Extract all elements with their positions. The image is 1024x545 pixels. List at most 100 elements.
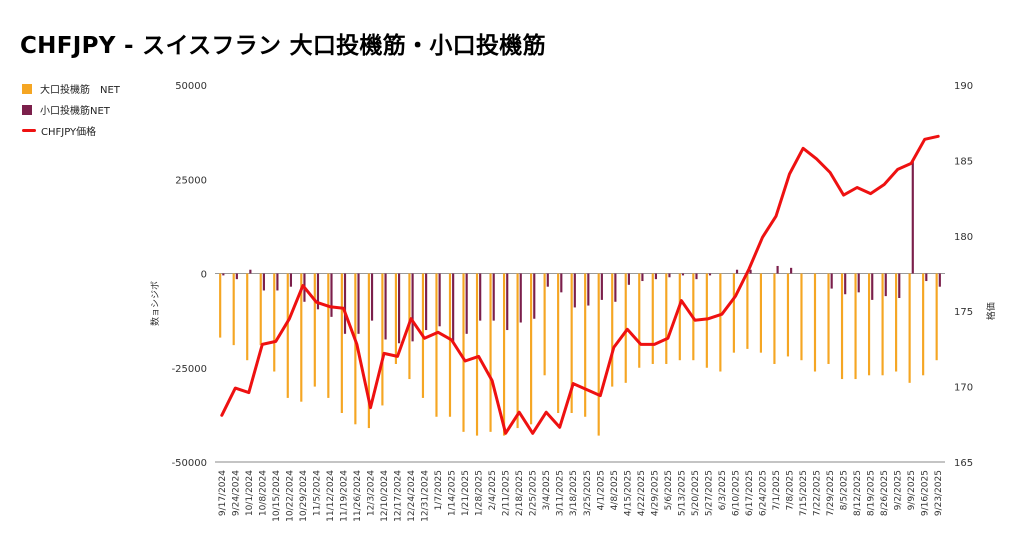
bar-small-speculators — [533, 273, 536, 319]
x-tick-label: 12/24/2024 — [407, 470, 417, 522]
bar-small-speculators — [911, 160, 914, 274]
y-right-tick-label: 180 — [954, 232, 973, 243]
price-line — [220, 134, 940, 435]
bar-large-speculators — [665, 273, 668, 364]
legend-item-large-speculators: 大口投機筋 NET — [22, 78, 120, 99]
y-left-axis-title: 数ョシジボ — [149, 281, 161, 326]
bar-large-speculators — [786, 273, 790, 357]
y-left-tick-label: 25000 — [175, 175, 207, 186]
x-tick-label: 11/12/2024 — [326, 470, 336, 522]
bar-large-speculators — [746, 273, 749, 349]
bar-large-speculators — [259, 273, 262, 346]
x-tick-label: 7/1/2025 — [772, 470, 782, 510]
bar-large-speculators — [611, 273, 614, 387]
x-tick-label: 1/28/2025 — [475, 470, 485, 516]
x-tick-label: 2/18/2025 — [515, 470, 525, 516]
bar-large-speculators — [638, 273, 641, 368]
bar-small-speculators — [519, 273, 522, 323]
x-tick-label: 7/29/2025 — [826, 470, 836, 516]
x-tick-label: 10/8/2024 — [258, 470, 268, 516]
x-tick-label: 5/6/2025 — [664, 470, 674, 510]
x-tick-label: 7/15/2025 — [799, 470, 809, 516]
bar-large-speculators — [489, 273, 492, 432]
bar-large-speculators — [584, 273, 587, 417]
bar-small-speculators — [235, 273, 238, 280]
bar-large-speculators — [300, 273, 303, 402]
x-tick-label: 9/9/2025 — [907, 470, 917, 510]
x-tick-label: 12/17/2024 — [394, 470, 404, 522]
bar-small-speculators — [560, 273, 563, 293]
bar-small-speculators — [262, 273, 265, 291]
bar-large-speculators — [219, 273, 222, 338]
x-tick-label: 7/8/2025 — [786, 470, 796, 510]
bar-large-speculators — [732, 273, 735, 353]
bar-small-speculators — [857, 273, 860, 293]
y-left-tick-label: 50000 — [175, 81, 207, 92]
bar-large-speculators — [435, 273, 438, 417]
x-tick-label: 12/31/2024 — [421, 470, 431, 522]
bar-large-speculators — [759, 273, 762, 353]
bar-large-speculators — [840, 273, 844, 380]
bar-large-speculators — [516, 273, 519, 429]
bar-small-speculators — [384, 273, 387, 340]
bar-small-speculators — [398, 273, 401, 344]
bar-large-speculators — [475, 273, 479, 436]
bar-large-speculators — [394, 273, 397, 364]
x-tick-label: 5/13/2025 — [677, 470, 687, 516]
x-tick-label: 6/17/2025 — [745, 470, 755, 516]
bar-small-speculators — [357, 273, 360, 334]
x-tick-label: 9/2/2025 — [894, 470, 904, 510]
bar-small-speculators — [776, 265, 779, 274]
legend: 大口投機筋 NET 小口投機筋NET CHFJPY価格 — [22, 78, 120, 141]
bar-large-speculators — [895, 273, 898, 372]
bar-large-speculators — [530, 273, 533, 425]
bar-small-speculators — [884, 273, 887, 297]
bar-large-speculators — [381, 273, 384, 406]
y-left-tick-label: -50000 — [172, 458, 207, 469]
legend-label-large: 大口投機筋 NET — [40, 85, 120, 96]
bar-small-speculators — [249, 269, 252, 274]
bar-small-speculators — [749, 269, 752, 274]
x-tick-label: 8/26/2025 — [880, 470, 890, 516]
bar-small-speculators — [844, 273, 847, 295]
bar-small-speculators — [830, 273, 833, 289]
x-tick-label: 3/25/2025 — [583, 470, 593, 516]
bar-large-speculators — [705, 273, 708, 368]
x-tick-label: 6/24/2025 — [759, 470, 769, 516]
legend-item-price: CHFJPY価格 — [22, 120, 120, 141]
bar-large-speculators — [462, 273, 465, 432]
x-tick-label: 9/23/2025 — [934, 470, 944, 516]
x-tick-label: 9/16/2025 — [921, 470, 931, 516]
bar-small-speculators — [289, 273, 293, 287]
bar-small-speculators — [641, 273, 644, 282]
bar-large-speculators — [867, 273, 871, 376]
bar-small-speculators — [681, 273, 685, 276]
x-tick-label: 8/19/2025 — [867, 470, 877, 516]
bar-large-speculators — [908, 273, 911, 383]
x-tick-label: 2/25/2025 — [529, 470, 539, 516]
x-tick-label: 9/24/2024 — [231, 470, 241, 516]
legend-swatch-small — [22, 104, 32, 115]
bar-large-speculators — [313, 273, 316, 387]
bar-small-speculators — [898, 273, 901, 299]
x-tick-label: 5/20/2025 — [691, 470, 701, 516]
bar-small-speculators — [708, 273, 712, 276]
bar-small-speculators — [425, 273, 428, 331]
bar-large-speculators — [273, 273, 276, 372]
bar-large-speculators — [597, 273, 600, 436]
x-tick-label: 7/22/2025 — [813, 470, 823, 516]
bar-small-speculators — [452, 273, 455, 342]
x-tick-label: 3/4/2025 — [542, 470, 552, 510]
x-tick-label: 6/3/2025 — [718, 470, 728, 510]
legend-swatch-large — [22, 83, 32, 94]
x-tick-label: 4/22/2025 — [637, 470, 647, 516]
x-tick-label: 1/7/2025 — [434, 470, 444, 510]
x-tick-label: 10/29/2024 — [299, 470, 309, 522]
bar-large-speculators — [651, 273, 654, 364]
bar-large-speculators — [922, 273, 925, 376]
bar-small-speculators — [506, 273, 509, 331]
x-tick-label: 10/15/2024 — [272, 470, 282, 522]
x-tick-label: 2/4/2025 — [488, 470, 498, 510]
bar-small-speculators — [411, 273, 414, 342]
